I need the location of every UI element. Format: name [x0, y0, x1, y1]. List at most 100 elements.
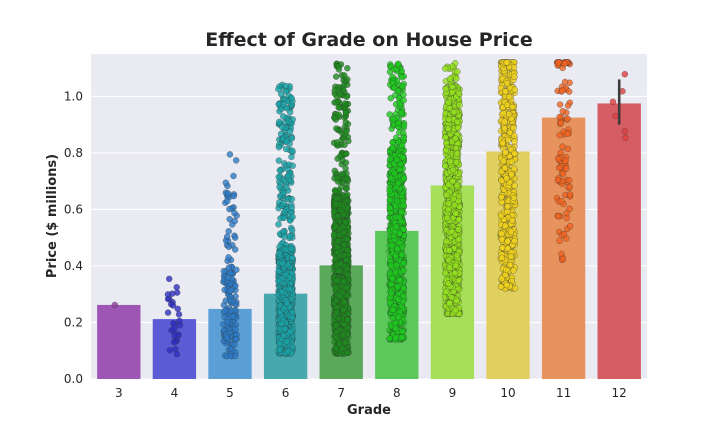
strip-point	[451, 201, 458, 209]
strip-point	[335, 104, 342, 111]
strip-point	[394, 283, 402, 291]
strip-point	[387, 95, 394, 102]
strip-point	[446, 300, 453, 307]
strip-point	[396, 276, 403, 284]
strip-point	[388, 281, 395, 288]
strip-point	[276, 183, 283, 191]
strip-point	[230, 192, 237, 200]
strip-point	[508, 171, 515, 178]
strip-point	[446, 75, 454, 82]
strip-point	[452, 262, 459, 269]
strip-point	[275, 157, 283, 164]
strip-points-grade-3	[111, 301, 119, 309]
strip-point	[387, 155, 394, 163]
strip-point	[395, 180, 402, 187]
strip-point	[343, 127, 350, 135]
strip-point	[392, 252, 399, 259]
x-tick-label: 9	[449, 386, 457, 400]
strip-point	[452, 306, 459, 314]
strip-point	[563, 214, 570, 222]
strip-point	[288, 195, 296, 203]
strip-point	[288, 153, 295, 161]
strip-point	[399, 328, 406, 335]
strip-point	[340, 306, 347, 313]
strip-point	[503, 175, 510, 182]
strip-point	[449, 177, 456, 185]
strip-point	[289, 254, 296, 262]
strip-point	[444, 214, 451, 221]
strip-point	[446, 247, 453, 254]
strip-point	[343, 265, 351, 273]
strip-point	[288, 135, 296, 142]
x-tick-label: 7	[337, 386, 345, 400]
y-tick-label: 0.6	[64, 202, 83, 216]
strip-point	[223, 334, 231, 341]
strip-point	[278, 320, 285, 328]
strip-point	[278, 90, 285, 98]
strip-point	[455, 197, 462, 205]
strip-point	[225, 228, 232, 235]
strip-point	[392, 334, 399, 341]
strip-point	[564, 130, 571, 137]
strip-point	[398, 142, 406, 149]
strip-point	[339, 345, 346, 352]
strip-point	[341, 100, 349, 107]
strip-point	[454, 118, 461, 126]
strip-point	[562, 157, 569, 164]
x-tick-label: 6	[282, 386, 290, 400]
strip-point	[232, 352, 239, 360]
strip-point	[337, 260, 344, 267]
y-tick-label: 1.0	[64, 89, 83, 103]
strip-point	[398, 251, 406, 259]
strip-point	[398, 334, 405, 341]
strip-point	[452, 159, 460, 166]
strip-point	[275, 143, 283, 151]
strip-point	[503, 59, 511, 66]
strip-point	[342, 159, 350, 166]
strip-point	[511, 73, 518, 80]
strip-point	[502, 149, 509, 156]
strip-point	[394, 245, 401, 253]
strip-point	[443, 191, 450, 199]
strip-point	[451, 269, 459, 277]
strip-point	[559, 87, 566, 94]
strip-point	[333, 334, 340, 341]
strip-point	[164, 309, 172, 316]
strip-point	[504, 203, 512, 210]
strip-point	[387, 262, 395, 269]
y-tick-label: 0.4	[64, 259, 83, 273]
strip-point	[341, 298, 348, 306]
strip-point	[232, 282, 239, 289]
strip-point	[336, 292, 344, 300]
strip-point	[333, 139, 341, 146]
strip-point	[279, 260, 286, 267]
strip-point	[454, 68, 461, 75]
strip-point	[509, 103, 516, 111]
strip-point	[389, 306, 396, 313]
strip-point	[499, 139, 506, 147]
strip-point	[452, 135, 459, 142]
strip-point	[275, 221, 282, 228]
strip-point	[171, 339, 178, 346]
strip-point	[455, 226, 462, 233]
strip-points-grade-4	[164, 275, 184, 358]
strip-point	[281, 325, 289, 333]
strip-point	[288, 204, 296, 211]
strip-point	[335, 66, 343, 73]
strip-point	[400, 260, 407, 267]
strip-point	[231, 234, 239, 241]
strip-point	[334, 174, 341, 182]
strip-point	[282, 82, 289, 90]
strip-point	[399, 82, 406, 90]
strip-point	[224, 274, 232, 282]
strip-point	[441, 269, 449, 277]
strip-point	[392, 325, 399, 332]
strip-point	[343, 185, 350, 192]
strip-point	[332, 284, 339, 292]
strip-point	[343, 256, 350, 263]
strip-point	[344, 65, 351, 72]
strip-point	[558, 198, 565, 205]
x-tick-labels: 3 4 5 6 7 8 9 10 11 12	[115, 386, 627, 400]
strip-point	[284, 347, 292, 355]
